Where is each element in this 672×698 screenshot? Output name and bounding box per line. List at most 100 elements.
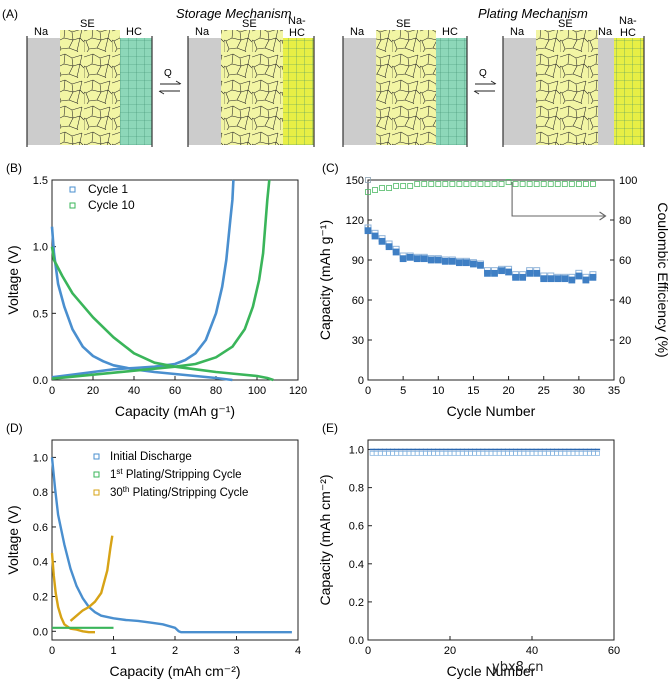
charge-capacity-point — [513, 450, 518, 456]
x-tick-label: 60 — [169, 385, 181, 397]
cell-plating-plated: Na SE Na Na- HC — [502, 15, 645, 147]
charge-capacity-point — [476, 450, 482, 456]
axis-indicator-arrowhead — [599, 211, 607, 221]
charge-capacity-point — [546, 450, 551, 456]
ce-point — [463, 181, 470, 187]
charge-capacity-point — [509, 450, 514, 456]
capacity-charge-point — [561, 275, 569, 283]
charge-capacity-point — [443, 450, 449, 456]
ce-point — [372, 187, 378, 193]
electrolyte-grains — [60, 30, 120, 145]
x-tick-label: 60 — [608, 645, 620, 657]
charge-capacity-point — [431, 450, 436, 456]
capacity-charge-point — [505, 268, 512, 276]
reaction-arrows-2: Q — [473, 68, 497, 95]
charge-capacity-point — [439, 450, 445, 456]
charge-capacity-point — [402, 450, 408, 456]
charge-capacity-point — [459, 450, 465, 456]
y2-tick-label: 0 — [619, 375, 625, 387]
electrolyte-grains — [376, 30, 436, 145]
charge-capacity-point — [521, 450, 527, 456]
y-tick-label: 1.5 — [33, 175, 48, 187]
na-electrode — [343, 38, 376, 145]
capacity-charge-point — [484, 269, 491, 277]
ce-point — [512, 181, 519, 187]
x-axis-label: Cycle Number — [447, 403, 536, 419]
x-tick-label: 3 — [233, 645, 239, 657]
capacity-charge-point — [413, 255, 421, 263]
charge-capacity-point — [517, 450, 523, 456]
capacity-charge-point — [477, 261, 484, 269]
y-tick-label: 0.2 — [349, 597, 364, 609]
y2-tick-label: 60 — [619, 255, 631, 267]
y-axis-label: Voltage (V) — [5, 245, 21, 314]
series-cycle-1-discharge — [50, 226, 233, 382]
capacity-charge-point — [364, 227, 372, 235]
ce-point — [547, 181, 554, 187]
reaction-arrows-1: Q — [158, 68, 182, 95]
capacity-charge-point — [385, 243, 393, 251]
x-tick-label: 25 — [538, 385, 550, 397]
charge-capacity-point — [582, 450, 588, 456]
cell-plating-charged: Na SE HC — [342, 18, 468, 147]
hc-grid — [436, 38, 467, 145]
x-tick-label: 0 — [365, 645, 371, 657]
plated-na-layer — [598, 38, 614, 145]
na-electrode — [188, 38, 221, 145]
na-hc-grid — [283, 38, 314, 145]
x-tick-label: 0 — [49, 385, 55, 397]
charge-capacity-point — [492, 450, 498, 456]
ce-point — [575, 181, 582, 187]
cell-storage-sodiated: Na SE Na- HC — [187, 15, 315, 147]
se-label: SE — [396, 18, 411, 30]
panel-a-label: (A) — [2, 7, 18, 21]
na-electrode — [27, 38, 60, 145]
capacity-charge-point — [568, 276, 576, 284]
legend-label-series-1: 1st Plating/Stripping Cycle — [110, 467, 242, 481]
charge-capacity-point — [472, 450, 477, 456]
capacity-charge-point — [470, 260, 477, 268]
legend-label-cycle-10: Cycle 10 — [88, 198, 135, 212]
capacity-charge-point — [582, 276, 590, 284]
capacity-charge-point — [371, 232, 379, 240]
y-tick-label: 0.6 — [349, 521, 364, 533]
x-tick-label: 5 — [400, 385, 406, 397]
x-tick-label: 40 — [526, 645, 538, 657]
x-axis-label: Cycle Number — [447, 663, 536, 679]
charge-capacity-point — [386, 450, 391, 456]
series-cycle-10-charge — [51, 179, 271, 380]
capacity-charge-point — [589, 273, 597, 281]
x-tick-label: 20 — [502, 385, 514, 397]
ce-point — [554, 181, 561, 187]
plated-na-label: Na — [598, 26, 613, 38]
ce-point — [386, 185, 392, 191]
capacity-charge-point — [540, 275, 548, 283]
ce-point — [498, 181, 505, 187]
charge-capacity-point — [451, 450, 457, 456]
q-label: Q — [164, 68, 172, 79]
ce-point — [365, 189, 371, 195]
legend-label-series-2: 30th Plating/Stripping Cycle — [110, 485, 248, 499]
series-30th-cycle-charge — [69, 535, 114, 622]
capacity-charge-point — [462, 259, 470, 267]
x-tick-label: 4 — [295, 645, 301, 657]
ce-point — [519, 181, 526, 187]
x-tick-label: 20 — [87, 385, 99, 397]
x-tick-label: 20 — [444, 645, 456, 657]
y-tick-label: 0.0 — [33, 626, 48, 638]
y-axis-label: Capacity (mAh cm⁻²) — [317, 474, 333, 605]
y-tick-label: 150 — [346, 175, 364, 187]
x-tick-label: 10 — [432, 385, 444, 397]
charge-capacity-point — [468, 450, 473, 456]
charge-capacity-point — [455, 450, 461, 456]
capacity-charge-point — [399, 255, 407, 263]
charge-capacity-point — [406, 450, 412, 456]
capacity-charge-point — [455, 259, 463, 267]
plating-mechanism-title: Plating Mechanism — [478, 6, 588, 21]
axis-indicator-arrow — [511, 182, 606, 217]
capacity-charge-point — [448, 257, 456, 265]
capacity-charge-point — [378, 237, 386, 245]
ce-point — [379, 185, 385, 191]
x-tick-label: 0 — [365, 385, 371, 397]
